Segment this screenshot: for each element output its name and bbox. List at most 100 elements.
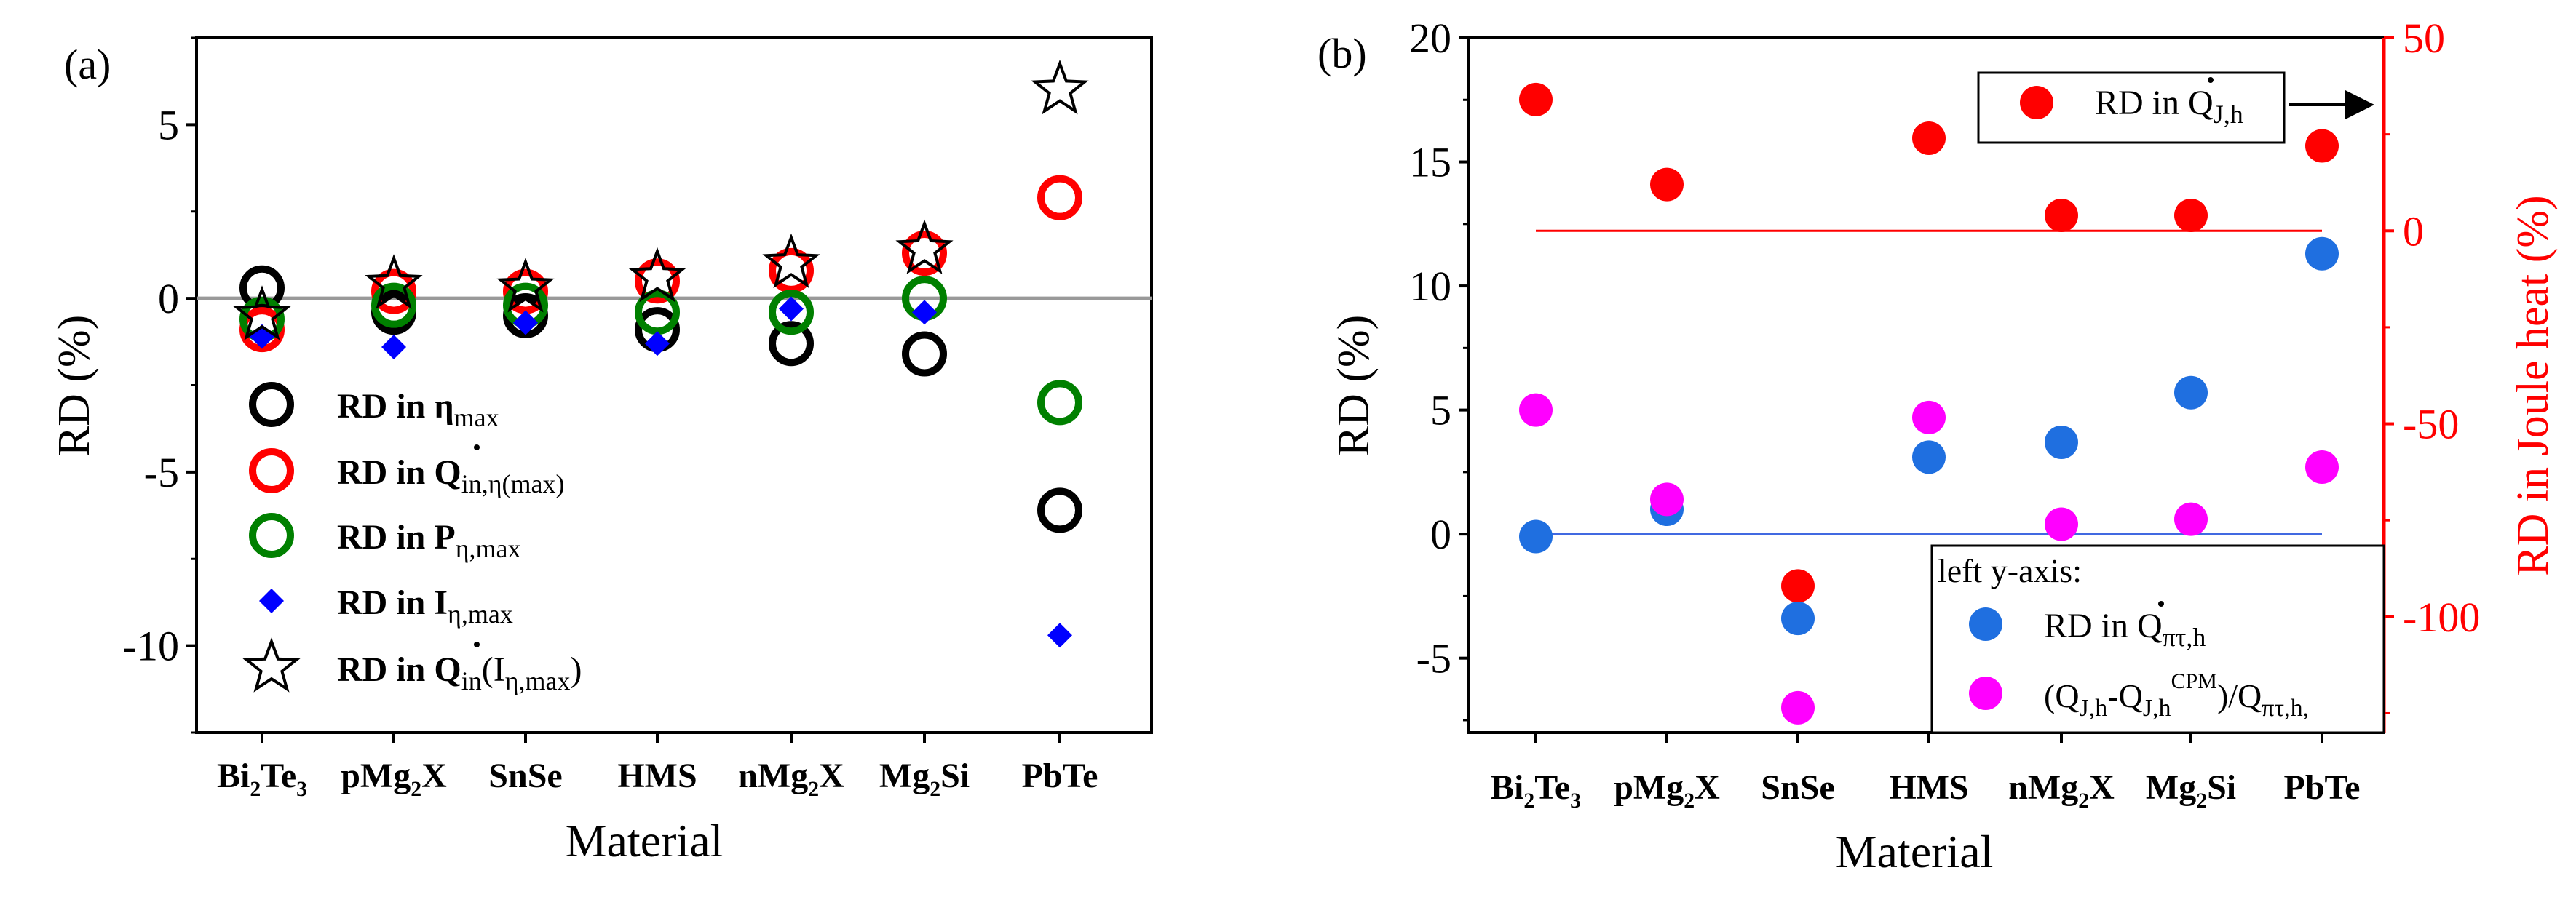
legend-a-label-eta: RD in ηmax [337, 387, 499, 432]
panel-a-point-qinI [233, 285, 291, 340]
panel-b-y-tick-label: 20 [1409, 15, 1451, 62]
panel-b-right-tick-label: 0 [2403, 207, 2424, 255]
panel-a-point-qin [635, 258, 680, 304]
panel-a-point-i [912, 300, 937, 325]
panel-a-x-tick-label: nMg2X [738, 757, 844, 801]
panel-a-point-qinI [496, 258, 555, 313]
legend-a-label-i: RD in Iη,max [337, 583, 513, 629]
panel-b-point-cpm [2045, 507, 2078, 541]
panel-a-x-tick-label: PbTe [1022, 757, 1098, 795]
panel-b-right-tick-label: 50 [2403, 15, 2445, 62]
panel-b-right-tick-label: -50 [2403, 401, 2459, 448]
panel-b-y-tick-label: 10 [1409, 263, 1451, 310]
panel-b-point-qjh [1650, 167, 1684, 202]
panel-a-point-eta [239, 265, 285, 311]
panel-b-x-tick-label: Bi2Te3 [1491, 768, 1581, 813]
panel-b-point-qjh [2174, 199, 2208, 233]
panel-b-point-cpm [1912, 400, 1946, 434]
panel-b-point-qjh [1519, 82, 1553, 116]
panel-a-point-p [1037, 380, 1082, 426]
panel-b-y-axis-left: 20 15 10 5 0 -5 [1409, 15, 1469, 722]
panel-a-x-tick-label: SnSe [488, 757, 562, 795]
panel-a-point-p [769, 290, 814, 335]
legend-b-marker-cpm [1969, 677, 2002, 710]
legend-a-marker-i [259, 589, 284, 613]
panel-b-point-qpt [1519, 519, 1553, 554]
legend-b-q-dot [2208, 77, 2214, 83]
panel-a-point-i [381, 334, 406, 359]
panel-a-y-axis: 5 0 -5 -10 [123, 36, 197, 734]
panel-a-x-tick-label: pMg2X [341, 757, 447, 801]
panel-a-label: (a) [64, 41, 111, 88]
panel-b-point-qpt [1781, 602, 1815, 636]
legend-a-q-dot [474, 642, 480, 647]
legend-b-marker-qjh [2020, 86, 2053, 119]
panel-b-point-qpt [2305, 236, 2339, 271]
panel-b-point-cpm [1519, 393, 1553, 427]
panel-a-point-qin [371, 268, 416, 314]
panel-a-y-tick-label: -10 [123, 623, 179, 670]
legend-b-label-cpm: (QJ,h-QJ,hCPM)/Qπτ,h, [2044, 669, 2309, 722]
panel-a-x-axis: Bi2Te3 pMg2X SnSe HMS nMg2X Mg2Si PbTe [217, 733, 1098, 801]
panel-b-point-qpt [2174, 375, 2208, 410]
panel-b-x-axis: Bi2Te3 pMg2X SnSe HMS nMg2X Mg2Si PbTe [1491, 733, 2360, 813]
panel-a-point-i [513, 310, 538, 335]
panel-a-point-qinI [762, 233, 820, 289]
panel-a-point-qinI [895, 219, 954, 275]
panel-a-x-axis-title: Material [566, 815, 724, 866]
panel-b-y-tick-label: 5 [1430, 387, 1451, 434]
panel-b-y-tick-label: -5 [1416, 635, 1451, 682]
panel-b-x-axis-title: Material [1836, 826, 1994, 877]
panel-b-x-tick-label: SnSe [1761, 768, 1834, 807]
panel-b-point-qpt [1912, 440, 1946, 474]
panel-a-point-qinI [1031, 59, 1089, 115]
panel-a-point-eta [902, 331, 947, 377]
panel-b-point-cpm [1781, 690, 1815, 725]
panel-b-x-tick-label: Mg2Si [2146, 768, 2236, 813]
panel-b-label: (b) [1317, 30, 1367, 77]
legend-a-label-p: RD in Pη,max [337, 518, 521, 563]
legend-a-marker-eta [249, 382, 294, 427]
panel-a-point-eta [1037, 487, 1082, 533]
panel-a-y-tick-label: -5 [144, 449, 179, 496]
panel-a-point-qinI [365, 254, 423, 309]
panel-a-y-tick-label: 5 [158, 101, 179, 148]
legend-b-label-qjh: RD in QJ,h [2095, 84, 2243, 129]
panel-b-y-axis-right: 50 0 -50 -100 [2384, 15, 2480, 714]
panel-b-point-qjh [2045, 199, 2078, 233]
panel-b-right-axis-title: RD in Joule heat (%) [2508, 195, 2558, 575]
panel-b-y-axis-title: RD (%) [1329, 315, 1379, 457]
legend-a-marker-qin [249, 448, 294, 493]
panel-b-point-qjh [1781, 569, 1815, 603]
legend-a-label-qin: RD in Qin,η(max) [337, 453, 565, 498]
legend-b-bottom-box [1930, 544, 2385, 734]
panel-a-data-points [233, 59, 1089, 648]
panel-a-point-qinI [628, 247, 686, 303]
legend-b-marker-qpt [1969, 607, 2002, 641]
panel-b-y-tick-label: 0 [1430, 511, 1451, 558]
panel-b-x-tick-label: pMg2X [1614, 768, 1720, 813]
panel-a-y-axis-title: RD (%) [49, 315, 99, 457]
panel-a-point-qin [902, 231, 947, 276]
panel-a-y-tick-label: 0 [158, 275, 179, 322]
legend-a-q-dot [474, 444, 480, 450]
panel-b-data-points [1519, 82, 2339, 725]
legend-b-label-qpt: RD in Qπτ,h [2044, 607, 2206, 652]
panel-a-point-i [1047, 623, 1072, 648]
panel-a-plot-frame [195, 36, 1153, 734]
panel-b-x-tick-label: PbTe [2284, 768, 2361, 807]
panel-b-x-tick-label: nMg2X [2008, 768, 2115, 813]
legend-a-marker-p [249, 513, 294, 558]
panel-a-x-tick-label: Mg2Si [879, 757, 970, 801]
panel-b-point-qjh [1912, 121, 1946, 155]
panel-b-right-tick-label: -100 [2403, 594, 2480, 641]
panel-a-point-i [779, 296, 804, 322]
panel-b-point-qjh [2305, 129, 2339, 163]
legend-b-q-dot [2158, 601, 2164, 607]
panel-b-legend: RD in QJ,h left y-axis: RD in Qπτ,h (QJ,h-Q… [1930, 71, 2385, 734]
legend-b-title: left y-axis: [1938, 552, 2082, 589]
panel-a: (a) 5 0 -5 -10 Bi2Te3 pMg2X SnSe HMS nMg2X Mg2Si… [49, 36, 1153, 866]
panel-a-x-tick-label: Bi2Te3 [217, 757, 307, 801]
